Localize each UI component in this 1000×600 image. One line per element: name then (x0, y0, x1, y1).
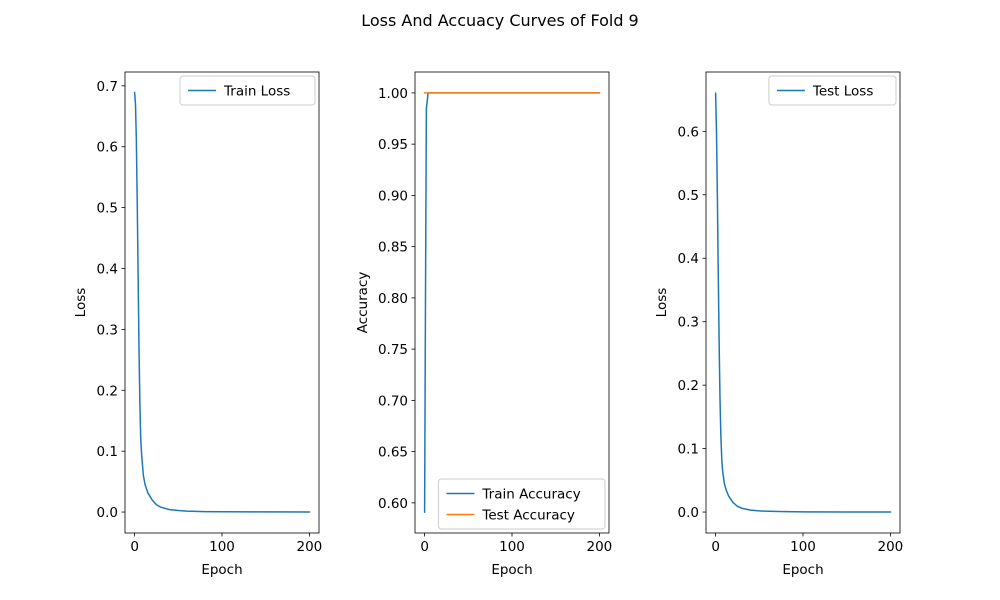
legend: Train Loss (179, 75, 316, 106)
legend-label: Train Accuracy (481, 487, 580, 503)
y-tick-label: 0.2 (97, 383, 118, 399)
subplot-train-loss: 0 100 200 0.0 0.1 0.2 0.3 0.4 0.5 0.6 0.7 Epoch Loss… (73, 71, 322, 578)
y-tick-label: 0.75 (378, 342, 408, 358)
y-tick-label: 0.7 (97, 79, 118, 95)
x-tick-label: 200 (296, 539, 322, 555)
x-tick-label: 200 (586, 539, 612, 555)
x-tick-label: 100 (790, 539, 816, 555)
y-tick-label: 0.5 (97, 201, 118, 217)
y-tick-label: 0.3 (97, 322, 118, 338)
x-tick-label: 100 (499, 539, 525, 555)
subplot-accuracy: 0 100 200 0.60 0.65 0.70 0.75 0.80 0.85 0.90 0.95 1… (355, 71, 612, 578)
y-axis-label: Loss (654, 288, 670, 318)
legend-box (179, 75, 316, 106)
y-axis-label: Accuracy (355, 272, 371, 334)
y-tick-label: 0.65 (378, 445, 408, 461)
legend-box (437, 478, 606, 530)
legend-box (768, 75, 897, 106)
legend-label: Train Loss (223, 84, 290, 100)
y-tick-label: 0.80 (378, 291, 408, 307)
y-tick-label: 0.4 (678, 251, 699, 267)
y-tick-label: 0.6 (678, 124, 699, 140)
x-tick-label: 0 (130, 539, 139, 555)
y-tick-label: 0.1 (97, 444, 118, 460)
y-tick-label: 0.5 (678, 188, 699, 204)
x-tick-label: 0 (420, 539, 429, 555)
y-tick-label: 0.60 (378, 496, 408, 512)
y-tick-label: 0.95 (378, 137, 408, 153)
x-tick-label: 0 (711, 539, 720, 555)
figure-title: Loss And Accuacy Curves of Fold 9 (361, 11, 638, 30)
y-tick-label: 0.6 (97, 140, 118, 156)
y-tick-label: 0.70 (378, 393, 408, 409)
legend: Test Loss (768, 75, 897, 106)
legend-label: Test Loss (812, 84, 874, 100)
x-tick-label: 200 (877, 539, 903, 555)
y-tick-label: 0.0 (678, 505, 699, 521)
x-axis-label: Epoch (491, 562, 532, 578)
y-tick-label: 0.0 (97, 505, 118, 521)
y-axis-label: Loss (73, 288, 89, 318)
subplot-test-loss: 0 100 200 0.0 0.1 0.2 0.3 0.4 0.5 0.6 Epoch Loss Tes… (654, 71, 903, 578)
y-tick-label: 0.85 (378, 240, 408, 256)
legend: Train Accuracy Test Accuracy (437, 478, 606, 530)
y-tick-label: 0.4 (97, 261, 118, 277)
y-tick-label: 0.1 (678, 442, 699, 458)
x-tick-label: 100 (209, 539, 235, 555)
y-tick-label: 0.2 (678, 378, 699, 394)
y-tick-label: 0.90 (378, 188, 408, 204)
series-line-train-loss (133, 91, 311, 513)
x-axis-label: Epoch (782, 562, 823, 578)
legend-label: Test Accuracy (481, 508, 575, 524)
y-tick-label: 0.3 (678, 315, 699, 331)
y-tick-label: 1.00 (378, 86, 408, 102)
x-axis-label: Epoch (201, 562, 242, 578)
series-line-test-loss (714, 92, 892, 513)
